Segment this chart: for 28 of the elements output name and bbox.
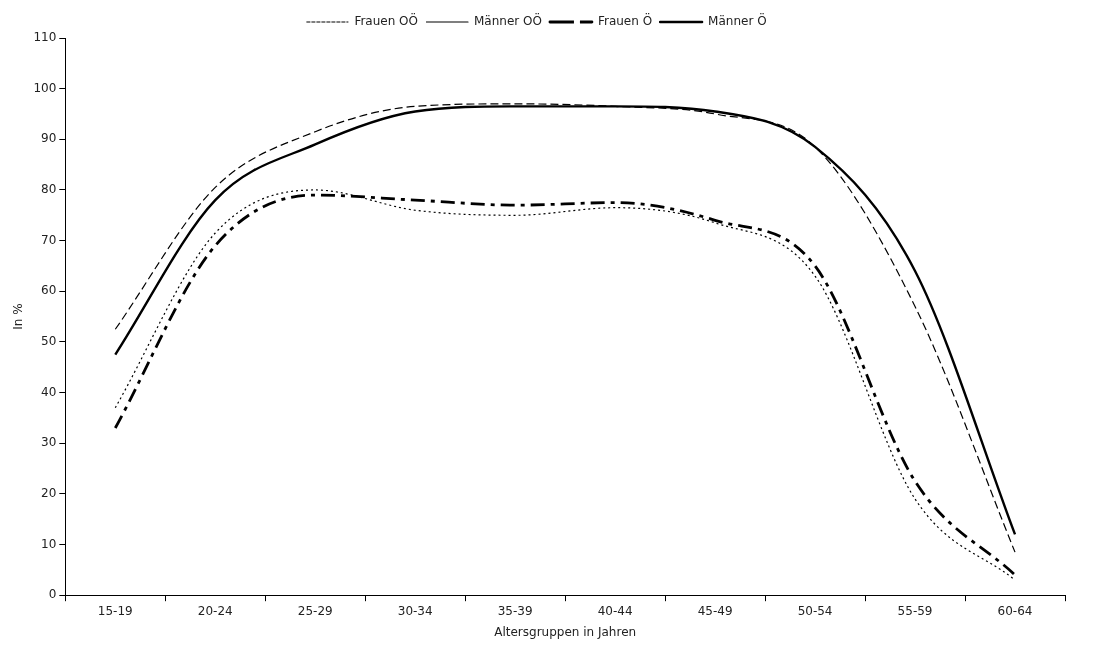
x-tick-label: 15-19 <box>97 603 133 618</box>
x-tick-label: 40-44 <box>597 603 633 618</box>
y-tick-label: 80 <box>41 182 57 197</box>
x-tick-label: 35-39 <box>497 603 533 618</box>
y-tick-label: 30 <box>41 435 57 450</box>
y-tick-label: 50 <box>41 334 57 349</box>
legend-label: Frauen Ö <box>597 12 653 29</box>
x-tick-label: 50-54 <box>797 603 833 618</box>
x-tick-label: 55-59 <box>897 603 933 618</box>
y-axis-title: In % <box>11 303 26 330</box>
x-axis-title: Altersgruppen in Jahren <box>494 624 637 639</box>
y-tick-label: 40 <box>41 384 57 399</box>
legend-label: Frauen OÖ <box>354 12 419 29</box>
legend-label: Männer OÖ <box>474 12 542 29</box>
y-tick-label: 100 <box>33 80 57 95</box>
x-tick-label: 60-64 <box>997 603 1033 618</box>
x-tick-label: 30-34 <box>397 603 433 618</box>
x-tick-label: 25-29 <box>297 603 333 618</box>
y-tick-label: 60 <box>41 283 57 298</box>
y-tick-label: 20 <box>41 486 57 501</box>
legend-label: Männer Ö <box>708 12 767 29</box>
y-tick-label: 70 <box>41 232 57 247</box>
y-tick-label: 90 <box>41 131 57 146</box>
x-tick-label: 20-24 <box>197 603 233 618</box>
y-tick-label: 10 <box>41 536 57 551</box>
y-tick-label: 0 <box>48 587 57 602</box>
x-tick-label: 45-49 <box>697 603 733 618</box>
y-tick-label: 110 <box>33 30 57 45</box>
